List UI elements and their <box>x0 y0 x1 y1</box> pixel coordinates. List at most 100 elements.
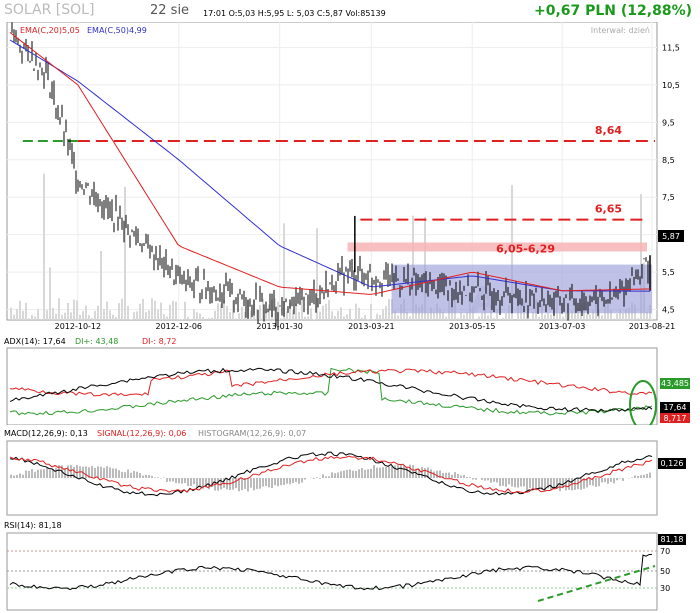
volume-bar <box>175 301 177 320</box>
volume-bar <box>379 314 381 320</box>
rsi-tick-30: 30 <box>660 584 670 593</box>
volume-bar <box>136 311 138 320</box>
volume-bar <box>376 313 378 320</box>
histogram-bar <box>13 475 15 478</box>
volume-bar <box>256 309 258 320</box>
histogram-bar <box>121 471 123 478</box>
volume-bar <box>163 314 165 320</box>
volume-bar <box>94 310 96 320</box>
volume-bar <box>328 300 330 320</box>
histogram-bar <box>337 472 339 478</box>
histogram-bar <box>328 476 330 478</box>
volume-bar <box>427 312 429 320</box>
histogram-bar <box>643 474 645 478</box>
volume-bar <box>478 316 480 320</box>
histogram-bar <box>145 474 147 478</box>
volume-bar <box>373 319 375 320</box>
histogram-bar <box>604 478 606 483</box>
volume-bar <box>601 315 603 320</box>
histogram-bar <box>91 465 93 478</box>
ema50-line <box>9 39 651 292</box>
histogram-bar <box>154 477 156 478</box>
histogram-bar <box>181 478 183 484</box>
volume-bar <box>148 310 150 320</box>
volume-bar <box>208 318 210 320</box>
di-minus-value: 8,717 <box>664 414 687 423</box>
histogram-bar <box>523 478 525 487</box>
volume-bar <box>262 298 264 320</box>
histogram-bar <box>259 478 261 489</box>
rsi-panel[interactable]: RSI(14): 81,18 70 50 30 81,18 <box>0 518 700 612</box>
volume-bar <box>280 318 282 320</box>
volume-bar <box>385 306 387 320</box>
rsi-trendline <box>537 565 656 602</box>
volume-bar <box>316 228 318 320</box>
volume-bar <box>568 312 570 320</box>
interval-label: Interwał: dzień <box>591 26 650 35</box>
histogram-bar <box>454 472 456 478</box>
histogram-bar <box>67 465 69 478</box>
histogram-bar <box>289 478 291 485</box>
histogram-bar <box>424 468 426 478</box>
signal-legend: SIGNAL(12,26,9): 0,06 <box>97 429 186 438</box>
histogram-bar <box>40 469 42 478</box>
histogram-bar <box>166 478 168 482</box>
histogram-bar <box>52 468 54 478</box>
volume-bar <box>232 300 234 320</box>
histogram-bar <box>205 478 207 488</box>
histogram-bar <box>334 473 336 478</box>
price-chart[interactable]: EMA(C,20)5,05 EMA(C,50)4,99 Interwał: dz… <box>0 22 700 334</box>
macd-panel[interactable]: MACD(12,26,9): 0,13 SIGNAL(12,26,9): 0,0… <box>0 426 700 518</box>
price-tick-label: 9,5 <box>662 118 675 127</box>
volume-bar <box>259 305 261 320</box>
volume-bar <box>592 310 594 320</box>
histogram-bar <box>487 478 489 481</box>
volume-bar <box>640 194 642 320</box>
price-tick-label: 10,5 <box>662 81 680 90</box>
ticker-title: SOLAR [SOL] <box>4 2 95 18</box>
adx-panel[interactable]: ADX(14): 17,64 DI+: 43,48 DI-: 8,72 43,4… <box>0 335 700 425</box>
histogram-bar <box>109 467 111 478</box>
histogram-bar <box>124 472 126 478</box>
histogram-bar <box>319 478 321 479</box>
adx-legend: ADX(14): 17,64 <box>4 337 66 346</box>
volume-bar <box>154 300 156 320</box>
histogram-bar <box>370 468 372 478</box>
volume-bar <box>214 310 216 320</box>
volume-bar <box>586 314 588 320</box>
histogram-bar <box>529 478 531 488</box>
histogram-bar <box>406 466 408 478</box>
volume-bar <box>283 223 285 320</box>
histogram-bar <box>469 477 471 478</box>
histogram-bar <box>178 478 180 484</box>
histogram-bar <box>37 469 39 478</box>
histogram-bar <box>586 478 588 488</box>
histogram-bar <box>541 478 543 490</box>
histogram-bar <box>241 478 243 491</box>
histogram-bar <box>508 478 510 485</box>
volume-bar <box>88 315 90 320</box>
histogram-bar <box>295 478 297 482</box>
histogram-bar <box>421 466 423 478</box>
histogram-bar <box>34 471 36 478</box>
volume-bar <box>442 311 444 320</box>
histogram-bar <box>526 478 528 491</box>
volume-bar <box>25 302 27 320</box>
rsi-value-box <box>658 534 686 545</box>
histogram-bar <box>265 478 267 487</box>
histogram-bar <box>58 465 60 478</box>
histogram-bar <box>391 466 393 478</box>
histogram-bar <box>232 478 234 490</box>
histogram-bar <box>367 469 369 478</box>
volume-bar <box>37 309 39 320</box>
volume-bar <box>544 314 546 320</box>
histogram-bar <box>292 478 294 484</box>
volume-bar <box>67 302 69 320</box>
volume-bar <box>619 310 621 320</box>
ema20-line <box>9 32 650 295</box>
volume-bar <box>577 308 579 320</box>
histogram-bar <box>343 470 345 478</box>
volume-bar <box>178 319 180 320</box>
volume-bar <box>121 298 123 320</box>
volume-bar <box>127 305 129 320</box>
